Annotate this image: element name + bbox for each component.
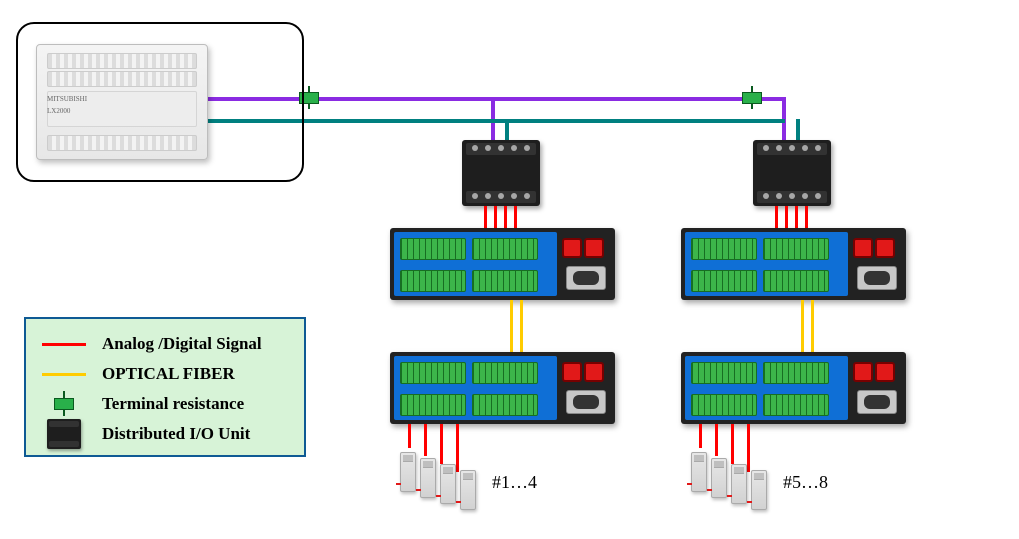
signal-b-3: [795, 206, 798, 228]
rack-group-a: [400, 452, 476, 510]
legend-swatch-analog: [40, 333, 88, 355]
legend-row-unit: Distributed I/O Unit: [40, 419, 290, 449]
legend-swatch-unit: [40, 423, 88, 445]
io-unit-b: [753, 140, 831, 206]
signal-a-2: [494, 206, 497, 228]
signal-b-4: [805, 206, 808, 228]
opto-module-b1: [681, 228, 906, 300]
rack-a3: [440, 464, 456, 504]
legend-label-unit: Distributed I/O Unit: [102, 424, 250, 444]
rack-a1: [400, 452, 416, 492]
opto-module-a1: [390, 228, 615, 300]
legend-row-term: Terminal resistance: [40, 389, 290, 419]
legend-row-fiber: OPTICAL FIBER: [40, 359, 290, 389]
legend-label-fiber: OPTICAL FIBER: [102, 364, 235, 384]
bus-teal-drop-2: [796, 119, 800, 142]
signal-b-2: [785, 206, 788, 228]
signal-b-b1: [699, 424, 702, 448]
plc-series-text: LX2000: [47, 107, 70, 115]
legend-swatch-term: [40, 393, 88, 415]
legend-box: Analog /Digital Signal OPTICAL FIBER Ter…: [24, 317, 306, 457]
bus-teal-drop-1: [505, 119, 509, 142]
rack-b2: [711, 458, 727, 498]
opto-module-a2: [390, 352, 615, 424]
fiber-a-1: [510, 300, 513, 352]
signal-a-b1: [408, 424, 411, 448]
legend-row-analog: Analog /Digital Signal: [40, 329, 290, 359]
rack-a2: [420, 458, 436, 498]
opto-module-b2: [681, 352, 906, 424]
fiber-b-2: [811, 300, 814, 352]
range-label-b: #5…8: [783, 472, 828, 493]
signal-a-3: [504, 206, 507, 228]
rack-b3: [731, 464, 747, 504]
rack-group-b: [691, 452, 767, 510]
signal-a-4: [514, 206, 517, 228]
rack-a4: [460, 470, 476, 510]
rack-b4: [751, 470, 767, 510]
plc-device: MITSUBISHI LX2000: [36, 44, 208, 160]
rack-b1: [691, 452, 707, 492]
range-label-a: #1…4: [492, 472, 537, 493]
signal-b-1: [775, 206, 778, 228]
legend-label-term: Terminal resistance: [102, 394, 244, 414]
legend-swatch-fiber: [40, 363, 88, 385]
terminal-resistance-2: [742, 92, 762, 104]
fiber-a-2: [520, 300, 523, 352]
plc-brand-text: MITSUBISHI: [47, 95, 87, 103]
signal-a-1: [484, 206, 487, 228]
io-unit-a: [462, 140, 540, 206]
legend-label-analog: Analog /Digital Signal: [102, 334, 262, 354]
fiber-b-1: [801, 300, 804, 352]
